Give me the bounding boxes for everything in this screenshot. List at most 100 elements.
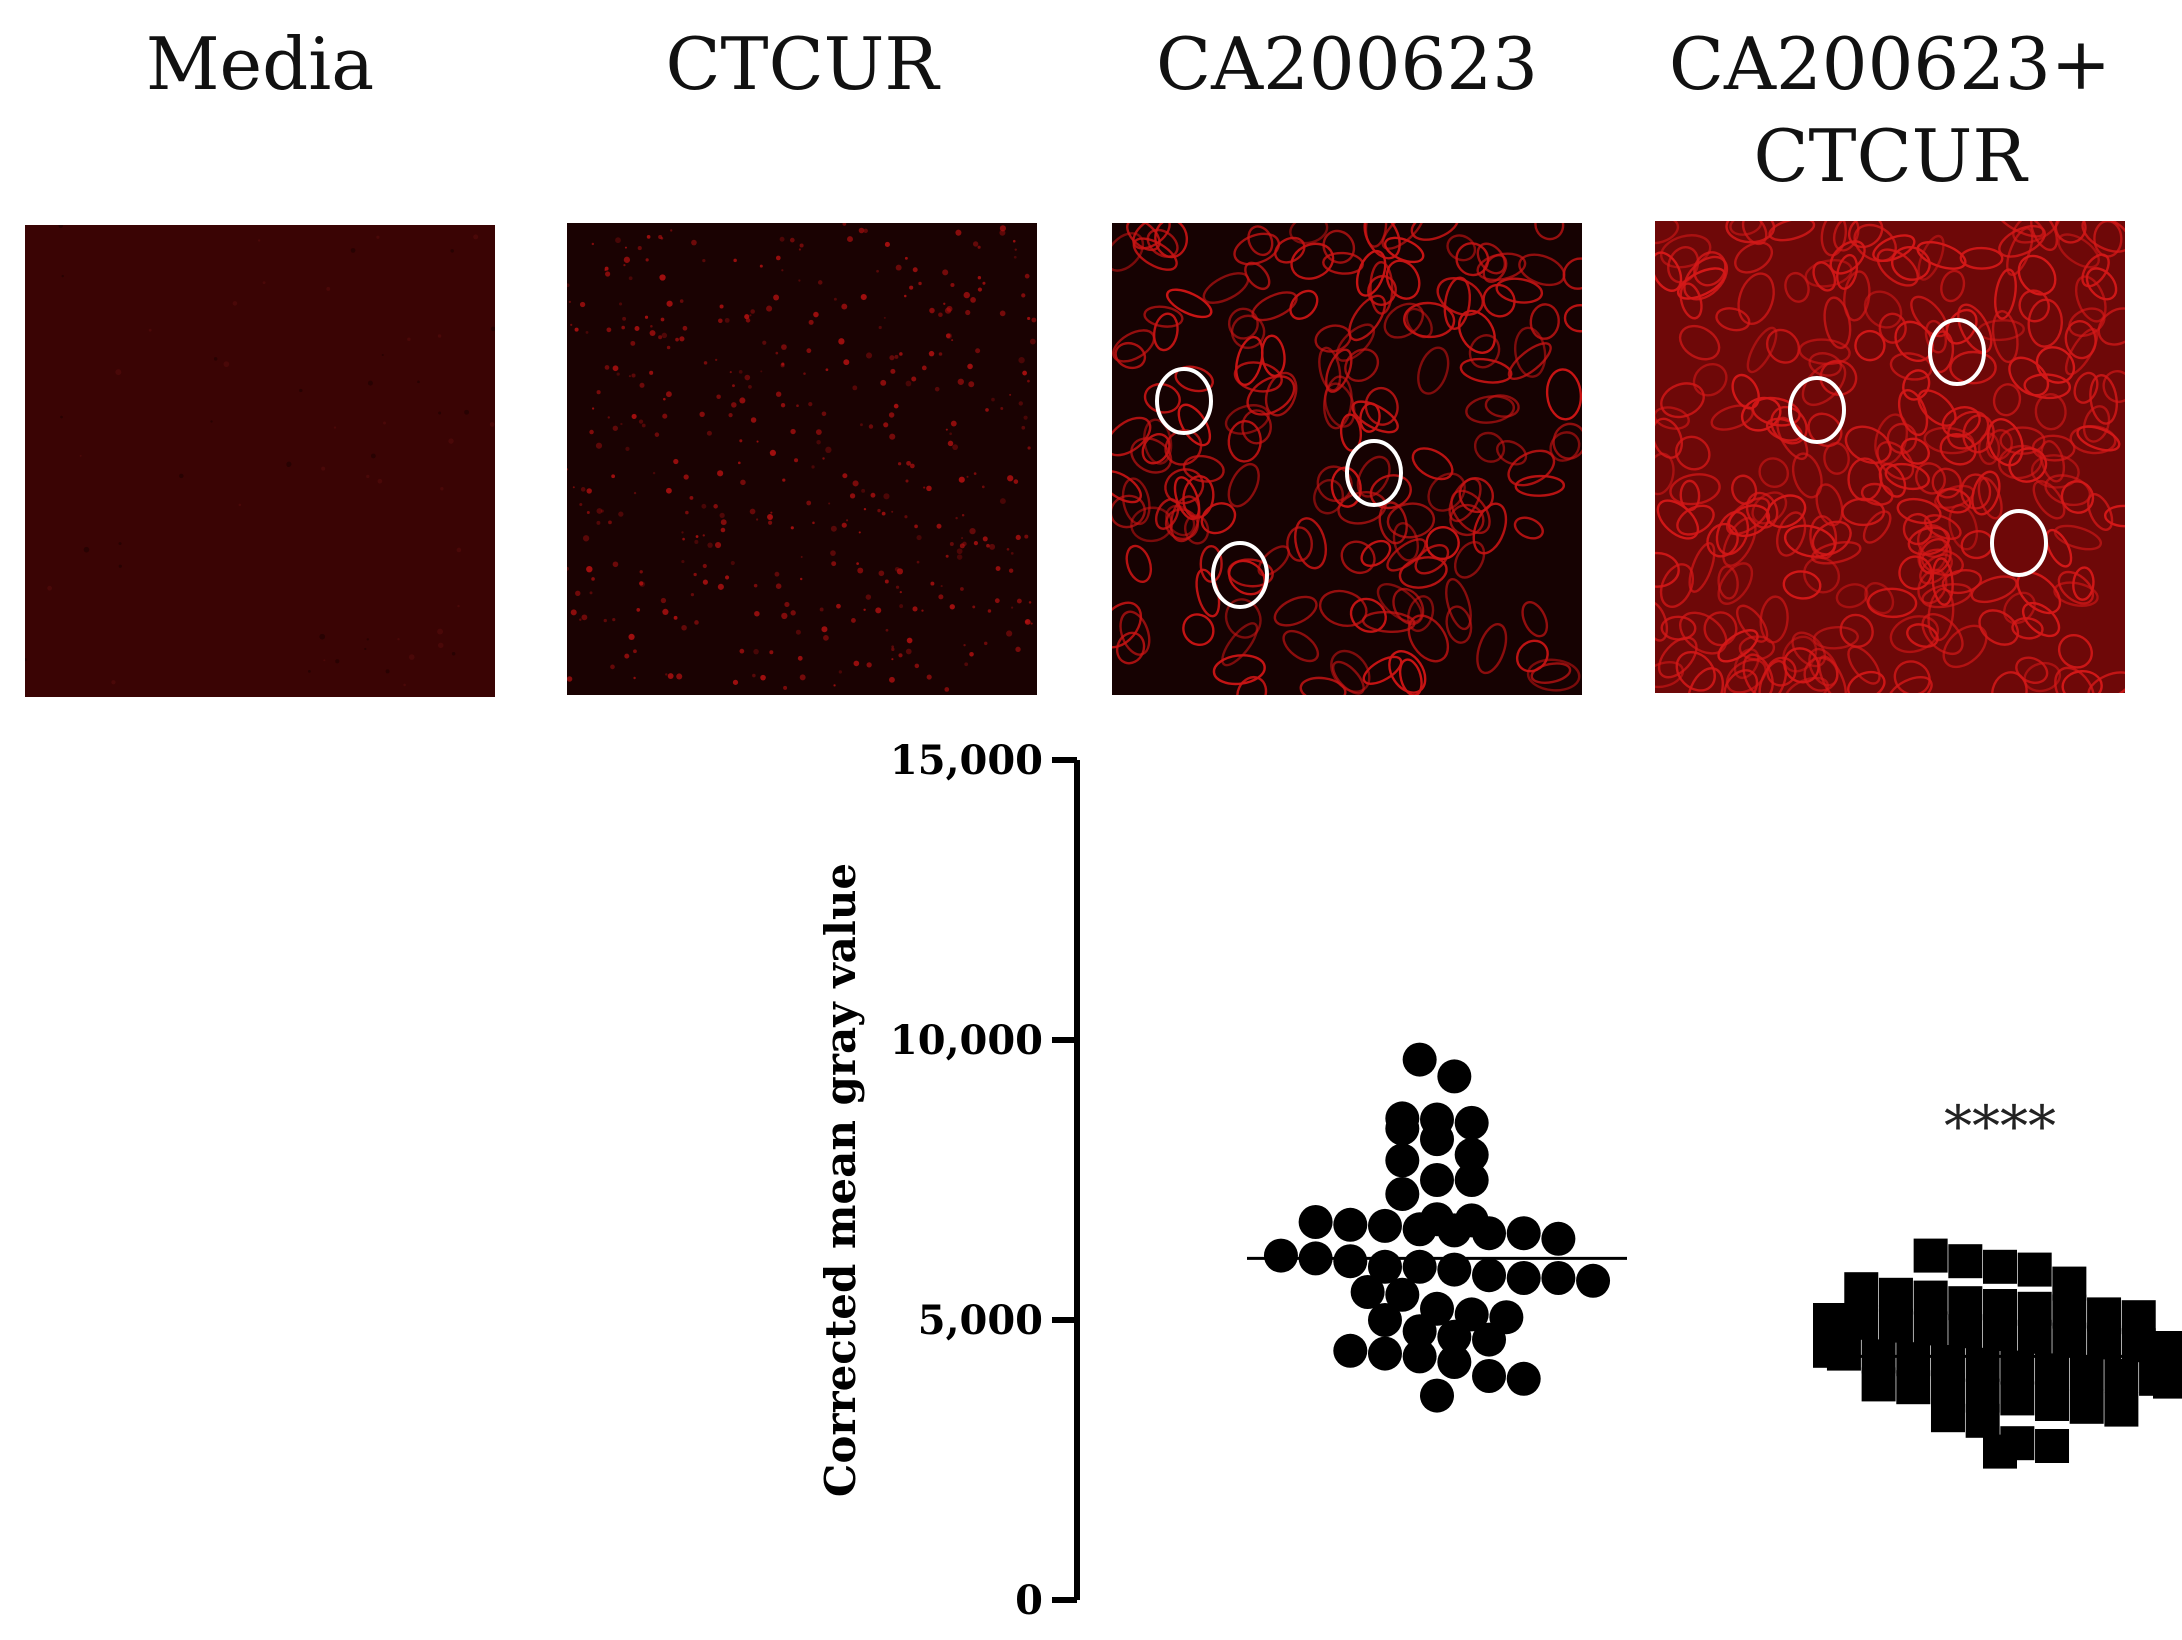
- cell-texture: [1112, 223, 1582, 695]
- panel-title-combination: CA200623+ CTCUR: [1668, 22, 2112, 198]
- cell-texture: [1655, 221, 2125, 693]
- data-point-circle: [1472, 1216, 1507, 1251]
- roi-circle: [1211, 541, 1269, 609]
- data-point-square: [2153, 1364, 2182, 1399]
- y-tick-label: 15,000: [890, 737, 1043, 784]
- data-point-square: [1983, 1249, 2017, 1284]
- data-point-circle: [1367, 1303, 1402, 1337]
- data-point-square: [1913, 1311, 1948, 1346]
- data-point-circle: [1472, 1322, 1507, 1357]
- data-point-circle: [1367, 1208, 1402, 1243]
- data-point-square: [2104, 1392, 2139, 1427]
- data-point-circle: [1472, 1258, 1507, 1293]
- data-point-square: [2153, 1331, 2182, 1365]
- data-point-circle: [1454, 1105, 1489, 1140]
- data-point-square: [1965, 1403, 2000, 1438]
- micrograph-combination: [1655, 221, 2125, 693]
- data-point-circle: [1506, 1261, 1541, 1295]
- data-point-square: [2121, 1328, 2156, 1363]
- y-tick-label: 0: [1015, 1577, 1043, 1624]
- data-point-circle: [1385, 1277, 1420, 1312]
- data-point-square: [1965, 1347, 2000, 1382]
- data-point-circle: [1385, 1143, 1420, 1178]
- micrograph-ctcur: [567, 223, 1037, 695]
- data-point-circle: [1437, 1059, 1472, 1094]
- data-point-circle: [1350, 1275, 1385, 1309]
- scatter-chart: 0 5,000 10,000 15,000 Corrected mean gray v…: [816, 737, 2182, 1624]
- data-point-square: [1878, 1277, 1913, 1312]
- data-point-square: [1913, 1238, 1948, 1273]
- data-point-square: [1913, 1280, 1948, 1315]
- roi-circle: [1155, 367, 1213, 435]
- y-tick-label: 5,000: [918, 1297, 1043, 1344]
- data-point-circle: [1402, 1314, 1437, 1349]
- data-point-square: [1826, 1336, 1861, 1371]
- data-point-circle: [1367, 1336, 1402, 1371]
- data-point-square: [1983, 1434, 2017, 1469]
- data-point-square: [1930, 1398, 1965, 1433]
- roi-circle: [1928, 318, 1986, 386]
- data-point-square: [2000, 1381, 2035, 1416]
- data-point-circle: [1541, 1221, 1576, 1256]
- data-point-square: [2069, 1389, 2104, 1424]
- data-point-square: [1896, 1370, 1931, 1405]
- data-point-circle: [1506, 1361, 1541, 1396]
- data-point-circle: [1298, 1241, 1333, 1276]
- data-point-square: [1844, 1305, 1879, 1340]
- data-point-circle: [1472, 1359, 1507, 1393]
- data-point-square: [2087, 1325, 2122, 1360]
- y-axis: 0 5,000 10,000 15,000: [890, 737, 1080, 1624]
- micrograph-background: [567, 223, 1037, 695]
- panel-title-ca200623: CA200623: [1156, 22, 1538, 106]
- micrograph-ca200623: [1112, 223, 1582, 695]
- data-point-circle: [1437, 1345, 1472, 1379]
- data-point-circle: [1454, 1163, 1489, 1197]
- data-point-circle: [1402, 1339, 1437, 1374]
- data-point-square: [1813, 1303, 1847, 1337]
- panel-title-ctcur: CTCUR: [665, 22, 939, 106]
- data-point-square: [1948, 1314, 1983, 1349]
- data-point-circle: [1333, 1333, 1368, 1368]
- micrograph-media: [25, 225, 495, 697]
- data-point-square: [1861, 1367, 1896, 1402]
- data-point-square: [2035, 1353, 2070, 1388]
- data-point-circle: [1506, 1216, 1541, 1251]
- data-point-square: [2017, 1252, 2052, 1287]
- data-points: [1247, 1042, 2182, 1469]
- panel-title-media: Media: [145, 22, 375, 106]
- data-point-circle: [1420, 1163, 1454, 1197]
- data-point-square: [2069, 1356, 2104, 1391]
- data-point-circle: [1437, 1319, 1472, 1354]
- data-point-circle: [1263, 1238, 1298, 1273]
- data-point-square: [2035, 1429, 2070, 1463]
- data-point-circle: [1420, 1378, 1454, 1413]
- data-point-circle: [1385, 1177, 1420, 1211]
- data-point-circle: [1437, 1252, 1472, 1287]
- data-point-circle: [1367, 1249, 1402, 1284]
- roi-circle: [1345, 439, 1403, 507]
- data-point-square: [2104, 1359, 2139, 1393]
- cell-texture: [567, 223, 1037, 692]
- data-point-square: [1983, 1317, 2017, 1351]
- significance-annotation: ****: [1944, 1095, 2056, 1160]
- data-point-circle: [1402, 1249, 1437, 1284]
- data-point-circle: [1298, 1205, 1333, 1239]
- data-point-square: [1948, 1244, 1983, 1279]
- micrograph-ca200623-image: [1112, 223, 1582, 695]
- data-point-circle: [1333, 1244, 1368, 1279]
- y-axis-label: Corrected mean gray value: [816, 863, 865, 1497]
- roi-circle: [1990, 509, 2048, 577]
- data-point-circle: [1333, 1207, 1368, 1242]
- cell-texture: [25, 225, 495, 687]
- data-point-square: [2000, 1350, 2035, 1385]
- data-point-circle: [1541, 1261, 1576, 1295]
- micrograph-ctcur-image: [567, 223, 1037, 695]
- data-point-circle: [1454, 1137, 1489, 1172]
- data-point-circle: [1402, 1212, 1437, 1247]
- data-point-circle: [1576, 1263, 1611, 1298]
- micrograph-background: [25, 225, 495, 697]
- data-point-square: [2052, 1322, 2087, 1357]
- data-point-circle: [1402, 1042, 1437, 1077]
- micrograph-background: [1655, 221, 2125, 693]
- data-point-square: [1844, 1272, 1879, 1307]
